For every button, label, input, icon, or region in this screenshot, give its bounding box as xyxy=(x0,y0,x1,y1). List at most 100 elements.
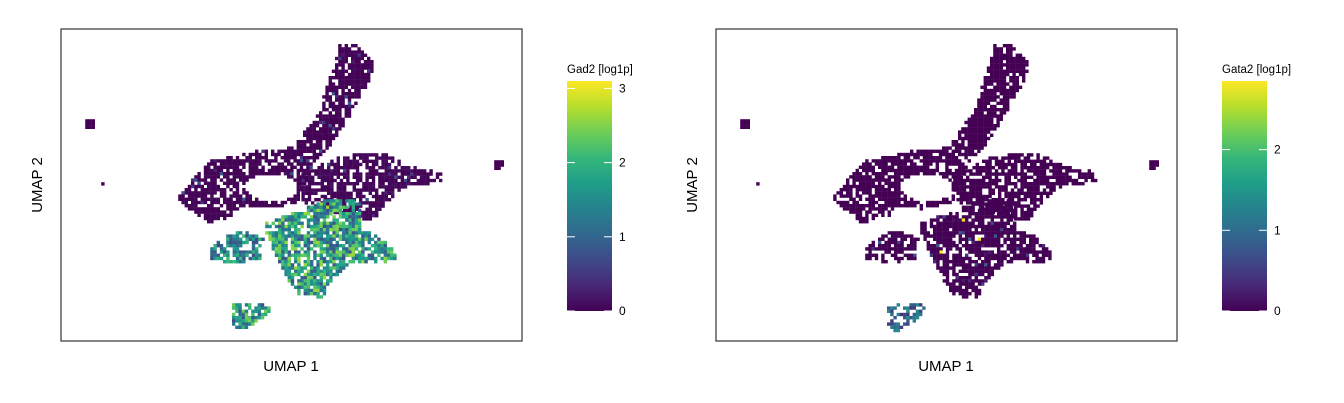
cell-point xyxy=(387,156,392,160)
cell-point xyxy=(958,240,962,245)
cell-point xyxy=(994,162,999,167)
cell-point xyxy=(919,165,923,169)
cell-point xyxy=(341,72,345,77)
cell-point xyxy=(347,50,352,54)
cell-point xyxy=(1026,207,1031,211)
cell-point xyxy=(945,175,949,179)
cell-point xyxy=(326,240,330,245)
cell-point xyxy=(910,237,914,241)
cell-point xyxy=(961,256,966,261)
cell-point xyxy=(1022,253,1026,257)
cell-point xyxy=(981,215,985,219)
cell-point xyxy=(351,231,355,235)
cell-point xyxy=(1074,182,1079,186)
cell-point xyxy=(332,256,336,261)
cell-point xyxy=(965,205,969,209)
cell-point xyxy=(210,184,214,189)
cell-point xyxy=(354,101,358,105)
cell-point xyxy=(913,247,917,251)
cell-point xyxy=(1016,247,1020,251)
cell-point xyxy=(325,124,329,128)
cell-point xyxy=(1152,166,1156,170)
cell-point xyxy=(980,101,984,105)
cell-point xyxy=(900,197,904,201)
cell-point xyxy=(993,124,997,128)
cell-point xyxy=(207,165,211,169)
cell-point xyxy=(970,127,975,131)
cell-point xyxy=(313,244,317,248)
cell-point xyxy=(965,237,969,241)
cell-point xyxy=(912,312,916,317)
cell-point xyxy=(300,266,304,270)
cell-point xyxy=(223,247,227,251)
cell-point xyxy=(961,208,966,213)
cell-point xyxy=(329,260,333,264)
cell-point xyxy=(968,276,972,280)
cell-point xyxy=(362,159,366,163)
cell-point xyxy=(341,56,345,61)
cell-point xyxy=(278,237,282,241)
cell-point xyxy=(949,285,953,289)
cell-point xyxy=(331,124,336,128)
cell-point xyxy=(358,212,362,216)
cell-point xyxy=(290,234,295,238)
cell-point xyxy=(996,95,1000,99)
cell-point xyxy=(354,212,359,216)
cell-point xyxy=(287,162,291,166)
cell-point xyxy=(894,204,898,208)
cell-point xyxy=(310,260,314,264)
cell-point xyxy=(384,175,388,179)
cell-point xyxy=(1002,82,1007,86)
cell-point xyxy=(326,234,330,238)
cell-point xyxy=(868,207,872,211)
cell-point xyxy=(1049,175,1053,179)
cell-point xyxy=(332,208,336,213)
cell-point xyxy=(945,263,950,267)
cell-point xyxy=(890,309,894,313)
cell-point xyxy=(378,166,382,170)
cell-point xyxy=(939,240,943,245)
cell-point xyxy=(993,231,998,235)
cell-point xyxy=(435,172,440,176)
cell-point xyxy=(357,60,361,64)
cell-point xyxy=(968,237,972,241)
cell-point xyxy=(364,247,368,251)
cell-point xyxy=(213,175,217,179)
cell-point xyxy=(239,256,243,261)
cell-point xyxy=(207,216,211,221)
cell-point xyxy=(238,309,242,313)
cell-point xyxy=(377,253,381,257)
cell-point xyxy=(378,182,382,186)
cell-point xyxy=(287,256,291,261)
cell-point xyxy=(1029,244,1033,248)
cell-point xyxy=(384,198,388,202)
cell-point xyxy=(977,101,981,105)
cell-point xyxy=(996,50,1000,54)
cell-point xyxy=(903,162,907,166)
cell-point xyxy=(1003,250,1007,254)
cell-point xyxy=(1004,156,1008,160)
cell-point xyxy=(971,244,975,248)
cell-point xyxy=(913,256,917,261)
cell-point xyxy=(1010,198,1015,202)
cell-point xyxy=(365,178,369,183)
cell-point xyxy=(1023,178,1027,183)
cell-point xyxy=(968,250,972,254)
cell-point xyxy=(239,194,243,198)
cell-point xyxy=(871,244,875,248)
cell-point xyxy=(333,194,337,199)
cell-point xyxy=(945,234,950,238)
cell-point xyxy=(997,212,1001,216)
cell-point xyxy=(868,200,872,205)
cell-point xyxy=(281,263,285,267)
cell-point xyxy=(429,178,433,183)
cell-point xyxy=(210,194,214,198)
cell-point xyxy=(1020,169,1024,173)
cell-point xyxy=(322,199,327,203)
cell-point xyxy=(271,234,275,238)
cell-point xyxy=(368,214,372,218)
cell-point xyxy=(296,194,300,198)
cell-point xyxy=(375,214,379,218)
cell-point xyxy=(307,191,312,195)
cell-point xyxy=(1149,163,1153,167)
